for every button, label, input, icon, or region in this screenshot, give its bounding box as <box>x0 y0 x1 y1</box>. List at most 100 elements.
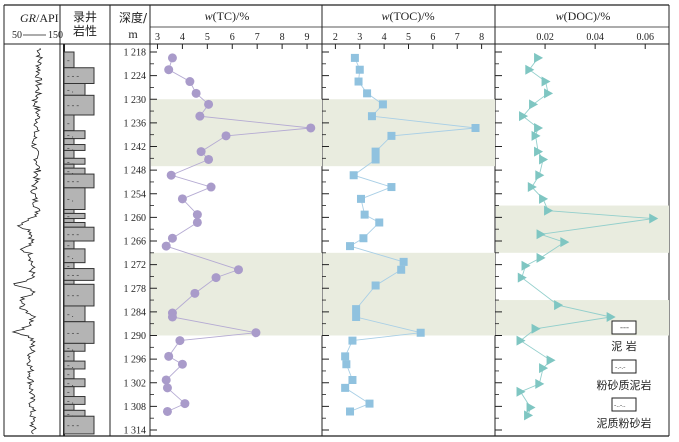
gr-title: GR/API <box>20 11 59 25</box>
depth-tick-label: 1 290 <box>124 331 147 342</box>
toc-tick-label: 5 <box>406 32 411 43</box>
toc-point <box>355 65 364 74</box>
shaded-band <box>151 99 322 167</box>
gr-scale-max: 150 <box>48 30 63 41</box>
doc-point <box>516 386 526 397</box>
toc-tick-label: 6 <box>430 32 435 43</box>
doc-point <box>519 111 529 122</box>
shaded-band <box>323 99 495 167</box>
lithology-pattern: - - - <box>67 101 79 110</box>
tc-title-rest: (TC)/% <box>213 9 250 23</box>
doc-point <box>531 130 541 141</box>
tc-point <box>306 123 316 133</box>
depth-tick-label: 1 230 <box>124 95 147 106</box>
toc-point <box>341 383 350 392</box>
depth-tick-label: 1 218 <box>124 48 147 59</box>
depth-tick-label: 1 296 <box>124 355 147 366</box>
toc-point <box>471 123 480 132</box>
frame <box>3 4 670 437</box>
tc-point <box>191 88 201 98</box>
toc-series <box>341 53 480 416</box>
doc-title-w: w <box>556 9 564 23</box>
depth-tick-label: 1 278 <box>124 284 147 295</box>
doc-point <box>525 64 535 75</box>
doc-point <box>536 252 546 263</box>
doc-point <box>560 237 570 248</box>
depth-title-line2: m <box>128 27 138 41</box>
doc-tick-label: 0.06 <box>636 32 654 43</box>
gr-scale-min: 50 <box>12 30 22 41</box>
toc-point <box>354 77 363 86</box>
tc-point <box>206 182 216 192</box>
legend: --- 泥 岩 -.-.- 粉砂质泥岩 -..-.. 泥质粉砂岩 <box>597 320 652 430</box>
legend-label-muddy-siltstone: 泥质粉砂岩 <box>597 416 652 430</box>
toc-point <box>367 112 376 121</box>
lithology-pattern: - - - <box>67 421 79 430</box>
tc-point <box>204 99 214 109</box>
tc-tick-label: 3 <box>155 32 160 43</box>
shaded-band <box>496 300 669 336</box>
toc-point <box>352 312 361 321</box>
toc-tick-label: 8 <box>479 32 484 43</box>
lithology-pattern: - <box>67 352 70 361</box>
lithology-pattern: - . <box>67 143 74 152</box>
lithology-pattern: - - - <box>67 270 79 279</box>
toc-point <box>399 257 408 266</box>
depth-tick-label: 1 260 <box>124 213 147 224</box>
toc-title-rest: (TOC)/% <box>389 9 434 23</box>
toc-point <box>371 147 380 156</box>
doc-point <box>524 410 534 421</box>
lithology-bed <box>63 218 75 223</box>
doc-point <box>529 99 539 110</box>
legend-label-mudstone: 泥 岩 <box>611 339 637 353</box>
tc-tick-label: 9 <box>305 32 310 43</box>
doc-tick-label: 0.02 <box>536 32 554 43</box>
doc-point <box>534 146 544 157</box>
depth-tick-label: 1 248 <box>124 166 147 177</box>
shaded-band <box>496 205 669 253</box>
doc-point <box>539 154 549 165</box>
tc-tick-label: 4 <box>180 32 185 43</box>
doc-point <box>649 213 659 224</box>
tc-point <box>185 77 195 87</box>
lithology-pattern: - <box>67 119 70 128</box>
doc-point <box>606 311 616 322</box>
gr-curve <box>11 47 44 435</box>
doc-point <box>544 205 554 216</box>
doc-series <box>516 52 659 421</box>
legend-pattern-mudstone: --- <box>620 322 629 332</box>
tc-tick-label: 5 <box>205 32 210 43</box>
doc-point <box>544 88 554 99</box>
depth-tick-label: 1 302 <box>124 378 147 389</box>
toc-point <box>387 183 396 192</box>
lithology-pattern: - . <box>67 252 74 261</box>
lithology-bed <box>63 415 95 435</box>
tc-point <box>251 328 261 338</box>
doc-point <box>534 122 544 133</box>
tc-point <box>192 210 202 220</box>
toc-point <box>350 53 359 62</box>
toc-point <box>397 265 406 274</box>
toc-point <box>378 100 387 109</box>
doc-point <box>554 300 564 311</box>
lithology-title-line2: 岩性 <box>73 23 97 38</box>
tc-point <box>162 383 172 393</box>
lithology-title-line1: 录井 <box>73 10 97 24</box>
tc-point <box>161 241 171 251</box>
lithology-pattern: - - - <box>67 177 79 186</box>
depth-tick-label: 1 254 <box>124 189 147 200</box>
tc-point <box>233 265 243 275</box>
axes: 1 218 1 224 1 230 1 236 1 242 1 248 1 254 1 260… <box>124 32 654 437</box>
doc-point <box>526 402 536 413</box>
legend-swatch-silty-mudstone <box>611 359 637 374</box>
tc-point <box>195 111 205 121</box>
tc-point <box>190 288 200 298</box>
toc-point <box>375 218 384 227</box>
doc-point <box>535 170 545 181</box>
legend-swatch-muddy-siltstone <box>611 397 637 412</box>
lithology-pattern: - <box>67 370 70 379</box>
lithology-pattern: - . <box>67 212 74 221</box>
doc-point <box>531 323 541 334</box>
tc-point <box>166 170 176 180</box>
